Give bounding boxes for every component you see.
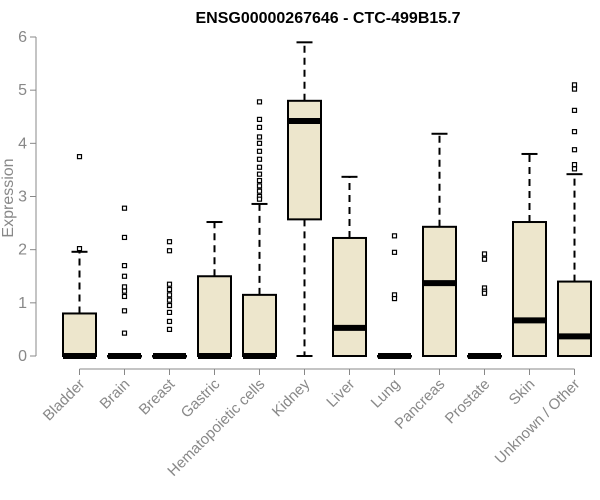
x-tick-label: Unknown / Other <box>492 376 584 468</box>
outlier-point <box>256 99 263 105</box>
outlier-point <box>166 281 173 287</box>
outlier-point <box>76 246 83 252</box>
outlier-point <box>256 188 263 194</box>
outlier-point <box>481 290 488 296</box>
box-pancreas <box>422 132 457 357</box>
outlier-point <box>571 82 578 88</box>
outlier-point <box>256 134 263 140</box>
y-tick-label: 0 <box>18 348 27 365</box>
outlier-point <box>121 205 128 211</box>
outlier-point <box>121 234 128 241</box>
box-series <box>62 41 592 359</box>
box-lung <box>377 233 412 359</box>
outlier-point <box>481 251 488 257</box>
outlier-point <box>166 248 173 254</box>
outlier-point <box>256 171 263 177</box>
x-tick-label: Breast <box>136 375 179 418</box>
outlier-point <box>256 140 263 146</box>
box-body <box>557 280 592 358</box>
box-brain <box>107 205 142 359</box>
outlier-point <box>121 308 128 314</box>
box-liver <box>332 175 367 357</box>
box-skin <box>512 152 547 357</box>
outlier-point <box>256 183 263 189</box>
x-tick-label: Brain <box>97 376 134 413</box>
outlier-point <box>121 330 128 336</box>
outlier-point <box>391 233 398 239</box>
box-body <box>197 275 232 357</box>
outlier-point <box>166 318 173 325</box>
y-axis: 0 1 2 3 4 5 6 <box>18 29 37 365</box>
outlier-point <box>166 286 173 293</box>
outlier-point <box>256 148 263 154</box>
y-tick-label: 3 <box>18 189 27 206</box>
outlier-point <box>166 292 173 298</box>
outlier-point <box>256 156 263 162</box>
box-body <box>422 225 457 357</box>
outlier-point <box>256 177 263 184</box>
outlier-point <box>166 326 173 333</box>
box-breast <box>152 239 187 359</box>
x-tick-label: Lung <box>368 376 404 412</box>
outlier-point <box>76 154 83 160</box>
outlier-point <box>571 107 578 113</box>
box-body <box>242 293 277 358</box>
outlier-point <box>121 273 128 279</box>
x-tick-label: Bladder <box>40 376 89 425</box>
y-tick-label: 4 <box>18 135 27 152</box>
outlier-point <box>121 284 128 290</box>
box-kidney <box>287 41 322 357</box>
outlier-point <box>571 86 578 92</box>
outlier-point <box>481 256 488 262</box>
outlier-point <box>571 129 578 135</box>
outlier-point <box>571 162 578 168</box>
box-prostate <box>467 251 502 359</box>
box-body <box>332 236 367 357</box>
outlier-point <box>166 297 173 303</box>
box-gastric <box>197 221 232 359</box>
outlier-point <box>256 196 263 202</box>
outlier-point <box>121 263 128 269</box>
outlier-point <box>256 164 263 170</box>
box-body <box>512 221 547 357</box>
outlier-point <box>166 302 173 309</box>
outlier-point <box>166 239 173 245</box>
outlier-point <box>256 124 263 130</box>
box-unknown-other <box>557 82 592 358</box>
y-tick-label: 1 <box>18 295 27 312</box>
x-tick-label: Prostate <box>442 376 494 428</box>
outlier-point <box>571 147 578 153</box>
y-tick-label: 2 <box>18 242 27 259</box>
y-axis-label: Expression <box>0 158 17 237</box>
outlier-point <box>121 288 128 294</box>
chart-title: ENSG00000267646 - CTC-499B15.7 <box>195 10 460 27</box>
outlier-point <box>391 295 398 302</box>
box-hematopoietic-cells <box>242 99 277 359</box>
outlier-point <box>391 249 398 255</box>
x-tick-label: Skin <box>506 376 539 409</box>
box-body <box>62 312 97 358</box>
x-tick-label: Liver <box>323 376 358 411</box>
y-tick-label: 6 <box>18 29 27 46</box>
x-tick-label: Pancreas <box>391 376 448 433</box>
outlier-point <box>121 293 128 300</box>
box-bladder <box>62 154 97 359</box>
outlier-point <box>571 166 578 172</box>
outlier-point <box>166 309 173 316</box>
x-tick-label: Kidney <box>269 375 314 420</box>
y-tick-label: 5 <box>18 82 27 99</box>
outlier-point <box>256 116 263 123</box>
